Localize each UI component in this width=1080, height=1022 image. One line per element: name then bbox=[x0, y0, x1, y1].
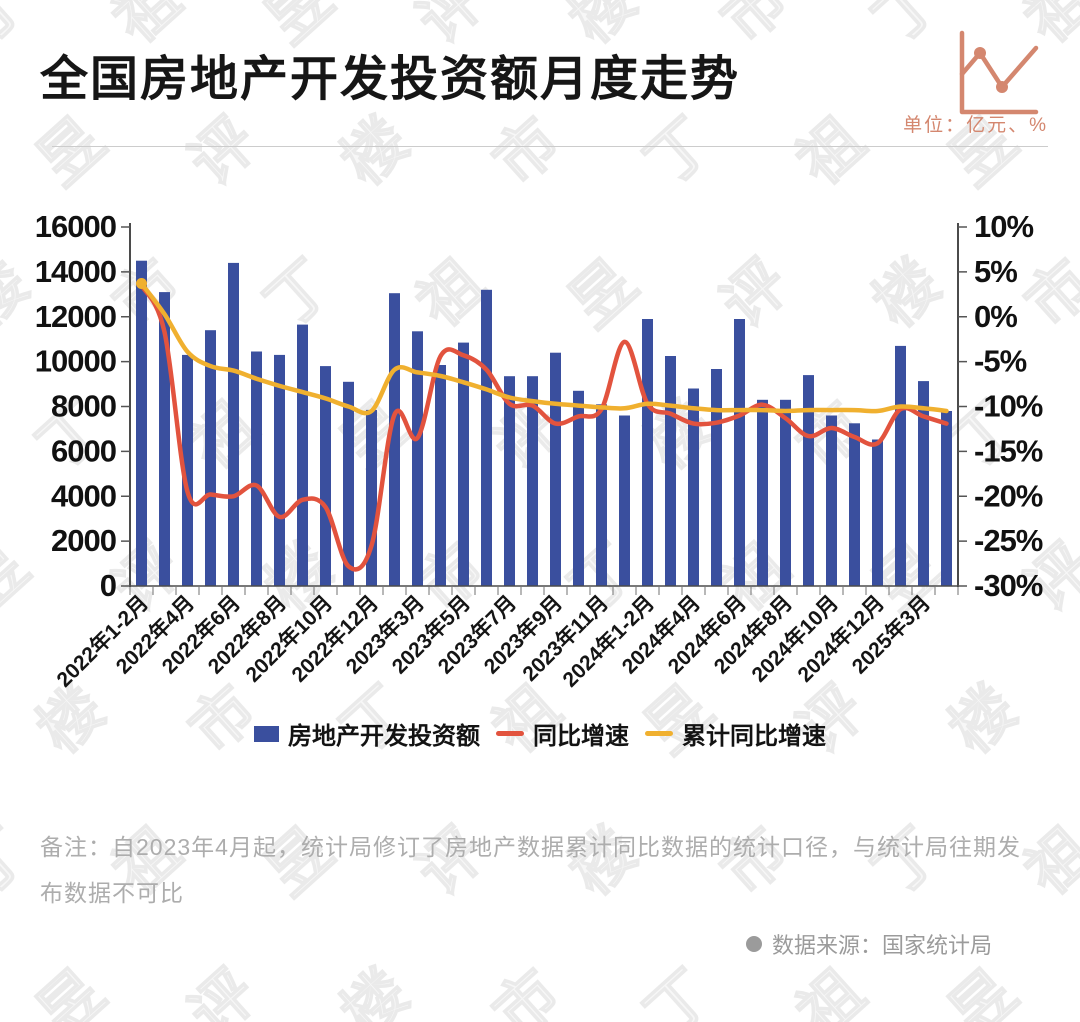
investment-bar bbox=[343, 381, 354, 586]
investment-bar bbox=[159, 292, 170, 586]
unit-label: 单位：亿元、% bbox=[903, 115, 1048, 136]
line-chart-icon bbox=[959, 30, 1039, 115]
investment-bar bbox=[780, 399, 791, 586]
legend-line-swatch bbox=[496, 731, 524, 736]
footnote-line2: 布数据不可比 bbox=[40, 880, 184, 906]
investment-bar bbox=[504, 376, 515, 586]
investment-bar bbox=[596, 404, 607, 586]
investment-bar bbox=[573, 390, 584, 586]
left-axis-tick-label: 0 bbox=[100, 568, 116, 603]
footnote: 备注：自2023年4月起，统计局修订了房地产数据累计同比数据的统计口径，与统计局… bbox=[40, 824, 1040, 916]
cumulative-line-start-dot bbox=[136, 278, 147, 289]
left-axis-tick-label: 2000 bbox=[51, 523, 116, 558]
investment-bar bbox=[895, 345, 906, 586]
investment-bar bbox=[435, 365, 446, 586]
left-axis-tick-label: 16000 bbox=[35, 209, 116, 244]
footnote-line1: 备注：自2023年4月起，统计局修订了房地产数据累计同比数据的统计口径，与统计局… bbox=[40, 834, 1021, 860]
legend-item: 房地产开发投资额 bbox=[254, 716, 480, 751]
right-axis-tick-label: -25% bbox=[974, 523, 1043, 558]
legend-item-label: 累计同比增速 bbox=[682, 723, 826, 750]
page-title: 全国房地产开发投资额月度走势 bbox=[40, 53, 741, 106]
left-axis-tick-label: 8000 bbox=[51, 389, 116, 424]
investment-bar bbox=[826, 415, 837, 586]
legend-bar-swatch bbox=[254, 725, 279, 742]
left-axis-tick-label: 14000 bbox=[35, 254, 116, 289]
investment-bar bbox=[619, 415, 630, 586]
investment-bar bbox=[757, 399, 768, 586]
chart-legend: 房地产开发投资额 同比增速 累计同比增速 bbox=[0, 716, 1080, 751]
legend-item-label: 房地产开发投资额 bbox=[288, 723, 480, 750]
investment-bar bbox=[297, 324, 308, 586]
investment-bar bbox=[366, 409, 377, 586]
data-source: 数据来源：国家统计局 bbox=[745, 928, 992, 960]
investment-bar bbox=[228, 262, 239, 586]
investment-bar bbox=[274, 354, 285, 586]
investment-bar bbox=[481, 289, 492, 586]
investment-bar bbox=[803, 375, 814, 586]
investment-bar bbox=[458, 342, 469, 586]
source-text: 数据来源：国家统计局 bbox=[771, 933, 992, 958]
right-axis-tick-label: -10% bbox=[974, 389, 1043, 424]
legend-line-swatch bbox=[645, 731, 673, 736]
right-axis-tick-label: 0% bbox=[974, 299, 1017, 334]
left-axis-tick-label: 10000 bbox=[35, 344, 116, 379]
investment-bar bbox=[205, 330, 216, 586]
investment-bar bbox=[251, 351, 262, 586]
investment-bar bbox=[136, 260, 147, 586]
investment-bar bbox=[918, 381, 929, 586]
investment-bar bbox=[941, 411, 952, 586]
investment-bar bbox=[182, 354, 193, 586]
combo-chart: 0 2000 4000 6000 8000 10000 12000 14000 16000 -30… bbox=[35, 209, 1044, 692]
yoy-growth-line bbox=[139, 283, 949, 572]
investment-bar bbox=[665, 356, 676, 586]
investment-bar bbox=[872, 439, 883, 586]
investment-bar bbox=[642, 319, 653, 586]
right-axis-tick-label: -20% bbox=[974, 478, 1043, 513]
cumulative-yoy-growth-line bbox=[139, 281, 949, 416]
legend-item: 同比增速 bbox=[496, 716, 629, 751]
header-divider bbox=[52, 146, 1048, 147]
right-axis-tick-label: 5% bbox=[974, 254, 1017, 289]
right-axis-tick-label: 10% bbox=[974, 209, 1033, 244]
investment-bar bbox=[711, 369, 722, 586]
right-axis-tick-label: -5% bbox=[974, 344, 1027, 379]
investment-bar bbox=[527, 376, 538, 586]
investment-bar bbox=[688, 388, 699, 586]
investment-bar bbox=[550, 352, 561, 586]
left-axis-tick-label: 6000 bbox=[51, 433, 116, 468]
investment-bar bbox=[320, 366, 331, 586]
investment-bar bbox=[734, 319, 745, 586]
legend-item-label: 同比增速 bbox=[533, 723, 629, 750]
right-axis-tick-label: -15% bbox=[974, 433, 1043, 468]
source-bullet-icon bbox=[745, 936, 762, 952]
investment-bar bbox=[849, 423, 860, 586]
legend-item: 累计同比增速 bbox=[645, 716, 826, 751]
investment-bar bbox=[412, 331, 423, 586]
right-axis-tick-label: -30% bbox=[974, 568, 1043, 603]
left-axis-tick-label: 12000 bbox=[35, 299, 116, 334]
investment-bar bbox=[389, 293, 400, 586]
left-axis-tick-label: 4000 bbox=[51, 478, 116, 513]
